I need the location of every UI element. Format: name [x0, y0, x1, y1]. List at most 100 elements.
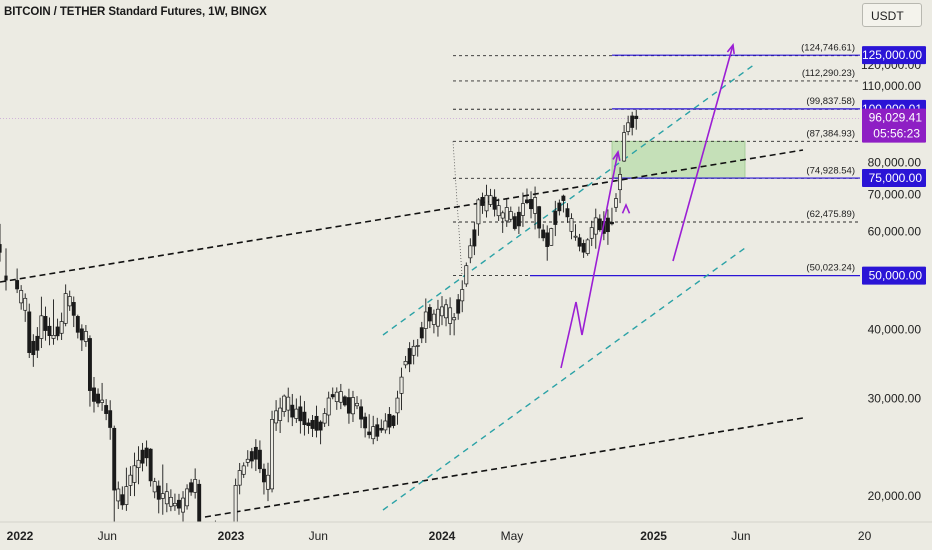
candle-up	[282, 395, 287, 413]
candle-down	[302, 411, 307, 426]
candle-down	[512, 216, 517, 229]
x-tick-label: 2022	[7, 529, 34, 543]
candle-up	[508, 211, 513, 220]
candle-up	[440, 306, 444, 317]
candle-down	[553, 210, 558, 225]
candle-up	[520, 203, 525, 216]
candle-up	[116, 488, 121, 502]
candle-down	[4, 275, 8, 281]
candle-up	[294, 408, 299, 419]
price-level-badge	[862, 46, 926, 65]
candle-down	[419, 327, 424, 339]
candle-up	[500, 212, 505, 219]
candle-up	[270, 419, 274, 490]
candle-down	[75, 316, 80, 333]
candle-down	[314, 415, 319, 431]
candle-up	[476, 199, 481, 225]
candle-up	[415, 345, 420, 347]
current-price-badge	[862, 108, 926, 143]
y-tick-label: 70,000.00	[868, 188, 922, 202]
price-level-badge	[862, 169, 926, 188]
candle-down	[262, 468, 266, 483]
candle-up	[593, 217, 598, 235]
candle-up	[67, 296, 72, 307]
x-tick-label: Jun	[98, 529, 117, 543]
candle-up	[371, 426, 376, 440]
channel-upper	[382, 63, 756, 336]
candle-up	[496, 205, 501, 217]
fib-level-label: (99,837.58)	[806, 96, 855, 107]
candle-down	[634, 115, 639, 120]
candle-down	[427, 307, 432, 322]
rally-arrow	[560, 151, 619, 369]
x-tick-label: 2023	[218, 529, 245, 543]
candle-up	[168, 496, 173, 507]
x-axis: 2022 Jun 2023 Jun 2024 May 2025 Jun 20	[0, 521, 932, 550]
candle-down	[610, 221, 614, 225]
candle-up	[128, 474, 133, 486]
upper-trendline	[0, 149, 804, 283]
candle-down	[456, 299, 461, 314]
candle-up	[464, 265, 469, 285]
x-tick-label: Jun	[731, 529, 750, 543]
candle-up	[181, 497, 185, 513]
candle-up	[431, 313, 436, 325]
candle-down	[189, 482, 194, 493]
candle-up	[383, 420, 388, 431]
candle-down	[92, 387, 96, 402]
candle-up	[468, 245, 473, 259]
candle-up	[488, 195, 493, 205]
candle-down	[525, 199, 529, 204]
candle-down	[87, 338, 92, 391]
candle-down	[108, 410, 113, 428]
candle-down	[545, 232, 550, 247]
candle-down	[120, 494, 125, 506]
y-tick-label: 80,000.00	[868, 156, 922, 170]
candle-down	[565, 208, 570, 218]
y-tick-label: 20,000.00	[868, 489, 922, 503]
x-tick-label: 2024	[429, 529, 456, 543]
candle-up	[322, 413, 327, 424]
candle-down	[480, 196, 485, 206]
projection-arrow-long	[672, 44, 734, 262]
candle-up	[278, 407, 283, 421]
candle-down	[379, 427, 384, 431]
candle-up	[266, 474, 270, 490]
candle-up	[403, 361, 408, 366]
candle-down	[47, 325, 52, 337]
fib-anchor-line	[452, 141, 463, 276]
y-tick-label: 40,000.00	[868, 322, 922, 336]
price-labels: 125,000.00100,000.0196,029.4105:56:2375,…	[862, 46, 926, 285]
price-label-text: 50,000.00	[869, 269, 923, 283]
candle-up	[136, 459, 141, 469]
candle-up	[185, 488, 190, 507]
candle-up	[237, 470, 242, 486]
candle-up	[338, 391, 343, 403]
candle-up	[573, 235, 578, 238]
candle-down	[79, 328, 84, 341]
candle-down	[43, 316, 48, 331]
candle-down	[529, 199, 533, 210]
price-level-badge	[862, 266, 926, 285]
candle-down	[112, 427, 117, 491]
candle-down	[557, 202, 562, 212]
candle-up	[618, 174, 622, 191]
candle-down	[27, 311, 32, 353]
currency-selector[interactable]: USDT	[862, 3, 922, 27]
candle-down	[363, 416, 368, 429]
green-zone	[611, 140, 746, 179]
candle-up	[549, 228, 554, 246]
candle-up	[452, 317, 457, 321]
price-label-text: 125,000.00	[862, 48, 922, 62]
candle-up	[355, 402, 359, 407]
candle-up	[245, 458, 250, 463]
candle-up	[423, 311, 428, 329]
candle-up	[585, 239, 590, 254]
fib-levels: (124,746.61) (112,290.23) (99,837.58) (87,3…	[452, 43, 860, 277]
candle-up	[444, 304, 448, 319]
candle-down	[375, 424, 380, 437]
candle-down	[342, 396, 347, 406]
candle-up	[172, 502, 177, 507]
